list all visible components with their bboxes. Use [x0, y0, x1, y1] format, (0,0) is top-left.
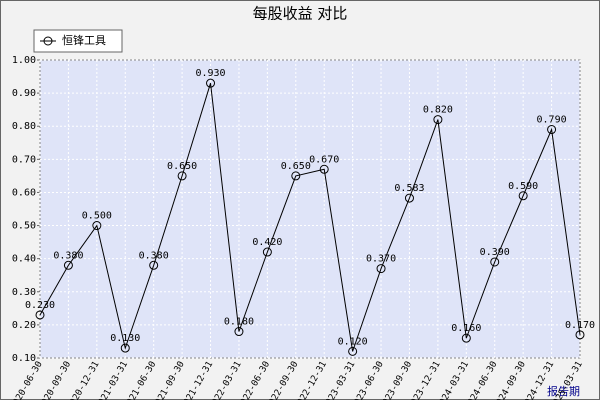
- point: [490, 257, 500, 267]
- point: [575, 330, 585, 340]
- legend-marker: [43, 36, 53, 46]
- data-label: 0.500: [82, 211, 112, 222]
- data-label: 0.590: [508, 181, 538, 192]
- point: [319, 164, 329, 174]
- data-label: 0.650: [167, 161, 197, 172]
- y-tick-label: 0.40: [12, 254, 36, 265]
- y-tick-label: 0.90: [12, 88, 36, 99]
- data-label: 0.670: [309, 154, 339, 165]
- series-line: [39, 83, 581, 352]
- point: [120, 343, 130, 353]
- data-label: 0.370: [366, 254, 396, 265]
- point: [404, 193, 414, 203]
- point: [149, 260, 159, 270]
- point: [518, 191, 528, 201]
- data-label: 0.120: [338, 336, 368, 347]
- data-label: 0.230: [25, 300, 55, 311]
- point: [348, 346, 358, 356]
- legend-label: 恒锋工具: [62, 34, 106, 47]
- data-label: 0.380: [53, 250, 83, 261]
- point: [35, 310, 45, 320]
- y-tick-label: 1.00: [12, 55, 36, 66]
- point: [206, 78, 216, 88]
- point: [262, 247, 272, 257]
- data-label: 0.930: [195, 68, 225, 79]
- y-tick-label: 0.80: [12, 121, 36, 132]
- point: [234, 327, 244, 337]
- point: [461, 333, 471, 343]
- data-label: 0.790: [537, 115, 567, 126]
- chart-title: 每股收益 对比: [253, 5, 348, 23]
- data-label: 0.160: [451, 323, 481, 334]
- point: [433, 115, 443, 125]
- y-tick-label: 0.20: [12, 320, 36, 331]
- y-tick-label: 0.30: [12, 287, 36, 298]
- data-label: 0.583: [394, 183, 424, 194]
- y-tick-label: 0.60: [12, 187, 36, 198]
- point: [376, 264, 386, 274]
- data-label: 0.180: [224, 317, 254, 328]
- point: [92, 221, 102, 231]
- data-label: 0.170: [565, 320, 595, 331]
- data-label: 0.650: [281, 161, 311, 172]
- data-label: 0.390: [480, 247, 510, 258]
- plot-area: [39, 59, 581, 359]
- y-tick-label: 0.10: [12, 353, 36, 364]
- point: [291, 171, 301, 181]
- x-axis-label: 报告期: [547, 384, 580, 398]
- data-label: 0.130: [110, 333, 140, 344]
- point: [177, 171, 187, 181]
- point: [547, 125, 557, 135]
- point: [63, 260, 73, 270]
- legend-box: [33, 29, 123, 53]
- data-label: 0.420: [252, 237, 282, 248]
- data-label: 0.820: [423, 105, 453, 116]
- y-tick-label: 0.70: [12, 154, 36, 165]
- data-label: 0.380: [139, 250, 169, 261]
- y-tick-label: 0.50: [12, 221, 36, 232]
